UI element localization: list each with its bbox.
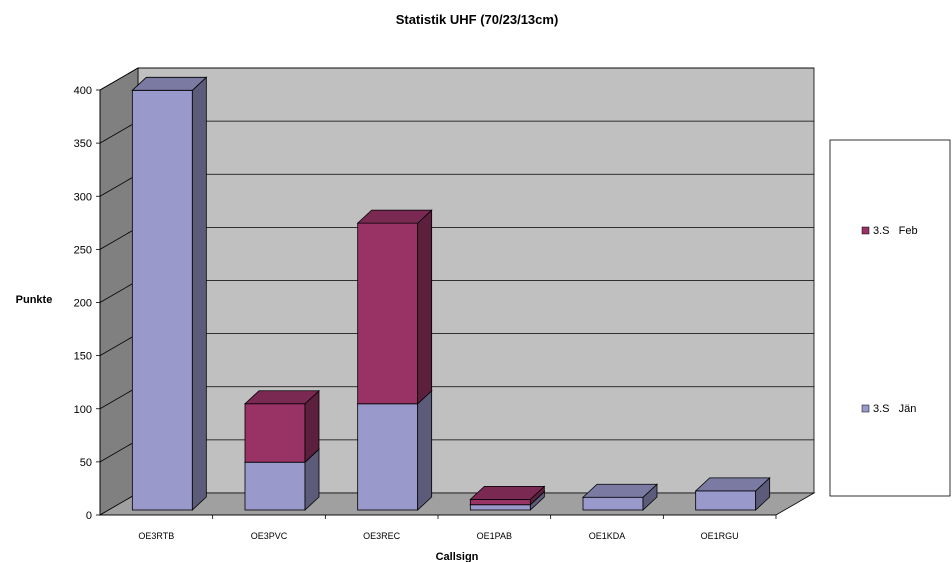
bar-top-OE1KDA-s0 — [581, 483, 659, 498]
y-tick-label: 150 — [74, 351, 92, 363]
bar-OE3REC-s0 — [357, 403, 419, 511]
chart-title: Statistik UHF (70/23/13cm) — [396, 12, 559, 27]
legend-label-jan: 3.S Jän — [873, 403, 916, 415]
bar-OE1RGU-s0 — [695, 490, 757, 511]
legend: 3.S Feb 3.S Jän — [829, 139, 951, 497]
y-axis-ticks: 0 50 100 150 200 250 300 350 400 — [74, 85, 101, 522]
x-tick-label: OE1PAB — [477, 531, 512, 541]
y-tick-label: 50 — [80, 457, 92, 469]
bar-OE3PVC-s1 — [244, 403, 306, 463]
y-tick-label: 350 — [74, 138, 92, 150]
legend-swatch-jan — [861, 404, 870, 413]
bar-top-OE3REC-s1 — [356, 209, 433, 224]
x-tick-label: OE3PVC — [251, 531, 288, 541]
bar-top-OE3PVC-s1 — [243, 390, 321, 405]
legend-swatch-feb — [861, 226, 870, 235]
bar-side-OE3REC-s0 — [417, 389, 433, 511]
y-tick-label: 400 — [74, 85, 92, 97]
bar-OE3PVC-s0 — [244, 461, 306, 511]
y-tick-label: 100 — [74, 404, 92, 416]
y-tick-label: 200 — [74, 298, 92, 310]
bars — [131, 76, 771, 511]
x-tick-label: OE1KDA — [589, 531, 626, 541]
legend-box — [829, 139, 951, 497]
y-tick-label: 250 — [74, 244, 92, 256]
bar-side-OE3REC-s1 — [417, 209, 433, 405]
bar-top-OE1RGU-s0 — [694, 477, 771, 492]
bar-OE1PAB-s1 — [469, 498, 531, 506]
gridline — [99, 67, 814, 91]
bar-OE1PAB-s0 — [469, 504, 531, 511]
x-tick-label: OE3REC — [363, 531, 401, 541]
legend-label-feb: 3.S Feb — [873, 225, 918, 237]
x-tick-label: OE3RTB — [138, 531, 174, 541]
x-axis-label: Callsign — [436, 551, 479, 562]
plot-area — [98, 67, 816, 516]
y-tick-label: 0 — [86, 510, 92, 522]
bar-side-OE3RTB-s0 — [191, 76, 207, 511]
bar-OE1KDA-s0 — [582, 496, 644, 511]
bar-OE3RTB-s0 — [131, 89, 193, 511]
bar-OE3REC-s1 — [357, 222, 419, 405]
bar-top-OE1PAB-s1 — [469, 485, 546, 500]
y-tick-label: 300 — [74, 191, 92, 203]
y-axis-label: Punkte — [16, 294, 53, 306]
bar-top-OE3RTB-s0 — [131, 76, 208, 91]
x-tick-label: OE1RGU — [701, 531, 739, 541]
x-axis-ticks: OE3RTB OE3PVC OE3REC OE1PAB OE1KDA OE1RGU — [100, 514, 777, 541]
